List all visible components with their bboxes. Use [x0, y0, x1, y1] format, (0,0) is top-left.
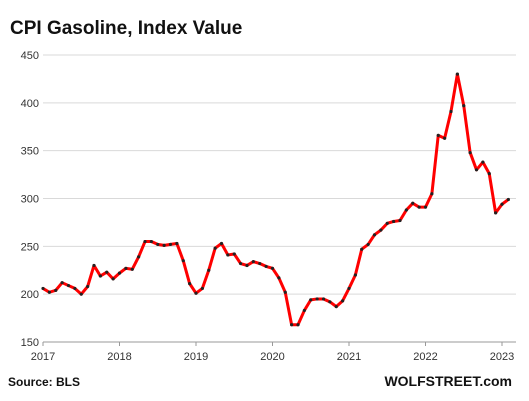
data-point — [124, 266, 128, 270]
y-tick-label: 450 — [21, 50, 39, 62]
series-line — [42, 72, 510, 327]
data-point — [175, 241, 179, 246]
y-axis: 150 200 250 300 350 400 450 — [21, 50, 39, 349]
data-point — [54, 288, 58, 292]
data-point — [398, 218, 402, 223]
data-point — [264, 264, 268, 269]
data-point — [474, 168, 479, 172]
data-point — [321, 297, 326, 301]
data-point — [149, 239, 153, 244]
data-point — [436, 133, 440, 137]
data-point — [411, 201, 415, 205]
data-point — [449, 109, 453, 114]
data-point — [47, 290, 51, 294]
x-tick-label: 2020 — [260, 351, 284, 363]
data-point — [60, 281, 64, 285]
data-point — [232, 252, 236, 256]
data-point — [239, 261, 243, 266]
data-point — [207, 268, 211, 272]
y-tick-label: 300 — [21, 194, 39, 206]
x-tick-label: 2023 — [490, 351, 514, 363]
chart-title: CPI Gasoline, Index Value — [10, 18, 243, 39]
data-point — [290, 323, 294, 327]
data-point — [302, 308, 306, 313]
data-point — [379, 228, 383, 232]
data-point — [494, 211, 498, 215]
data-point — [392, 219, 396, 224]
data-point — [92, 263, 96, 268]
x-axis: 2017 2018 2019 2020 2021 2022 2023 — [31, 342, 514, 363]
data-point — [245, 263, 249, 268]
x-tick-label: 2019 — [184, 351, 208, 363]
data-point — [258, 261, 262, 266]
x-tick-label: 2017 — [31, 351, 55, 363]
data-point — [79, 292, 83, 296]
data-point — [455, 72, 459, 76]
data-point — [328, 300, 332, 304]
data-point — [130, 267, 134, 271]
data-point — [162, 243, 166, 247]
data-point — [417, 205, 421, 209]
data-point — [137, 255, 141, 259]
data-point — [468, 150, 472, 155]
data-point — [277, 276, 281, 280]
data-point — [219, 241, 224, 246]
data-point — [105, 270, 109, 274]
data-point — [296, 323, 300, 327]
data-point — [430, 192, 434, 196]
data-point — [353, 273, 357, 277]
data-point — [251, 260, 255, 264]
y-tick-label: 150 — [21, 337, 39, 349]
data-point — [366, 242, 370, 247]
data-point — [86, 284, 90, 289]
data-point — [462, 104, 466, 108]
data-point — [117, 271, 122, 275]
x-tick-label: 2022 — [413, 351, 437, 363]
data-point — [341, 299, 345, 303]
data-point — [500, 202, 504, 206]
data-point — [98, 274, 102, 278]
y-tick-label: 350 — [21, 146, 39, 158]
data-point — [213, 246, 217, 250]
data-point — [188, 282, 192, 286]
source-label: Source: BLS — [8, 375, 81, 389]
y-tick-label: 400 — [21, 98, 39, 110]
data-point — [143, 239, 147, 244]
data-point — [41, 286, 45, 291]
x-tick-label: 2018 — [107, 351, 131, 363]
data-point — [443, 136, 447, 140]
data-point — [360, 247, 364, 251]
data-point — [506, 197, 510, 202]
data-point — [168, 242, 173, 247]
data-point — [283, 290, 287, 294]
data-point — [315, 297, 319, 301]
data-point — [334, 305, 338, 309]
data-point — [226, 253, 230, 257]
data-points — [41, 72, 510, 327]
y-tick-label: 250 — [21, 241, 39, 253]
data-point — [347, 286, 351, 291]
data-point — [66, 283, 71, 288]
y-tick-label: 200 — [21, 289, 39, 301]
data-point — [73, 286, 77, 291]
data-point — [404, 208, 408, 212]
data-point — [423, 205, 428, 209]
data-point — [200, 286, 204, 291]
data-point — [270, 266, 275, 270]
data-point — [385, 221, 389, 225]
data-point — [481, 160, 485, 164]
data-point — [181, 259, 185, 263]
data-point — [111, 277, 115, 281]
data-point — [156, 242, 160, 247]
gridlines — [43, 54, 516, 343]
data-point — [194, 291, 198, 295]
data-point — [487, 172, 491, 176]
x-tick-label: 2021 — [337, 351, 361, 363]
data-point — [309, 298, 313, 302]
data-point — [372, 233, 377, 237]
brand-label: WOLFSTREET.com — [384, 373, 512, 389]
